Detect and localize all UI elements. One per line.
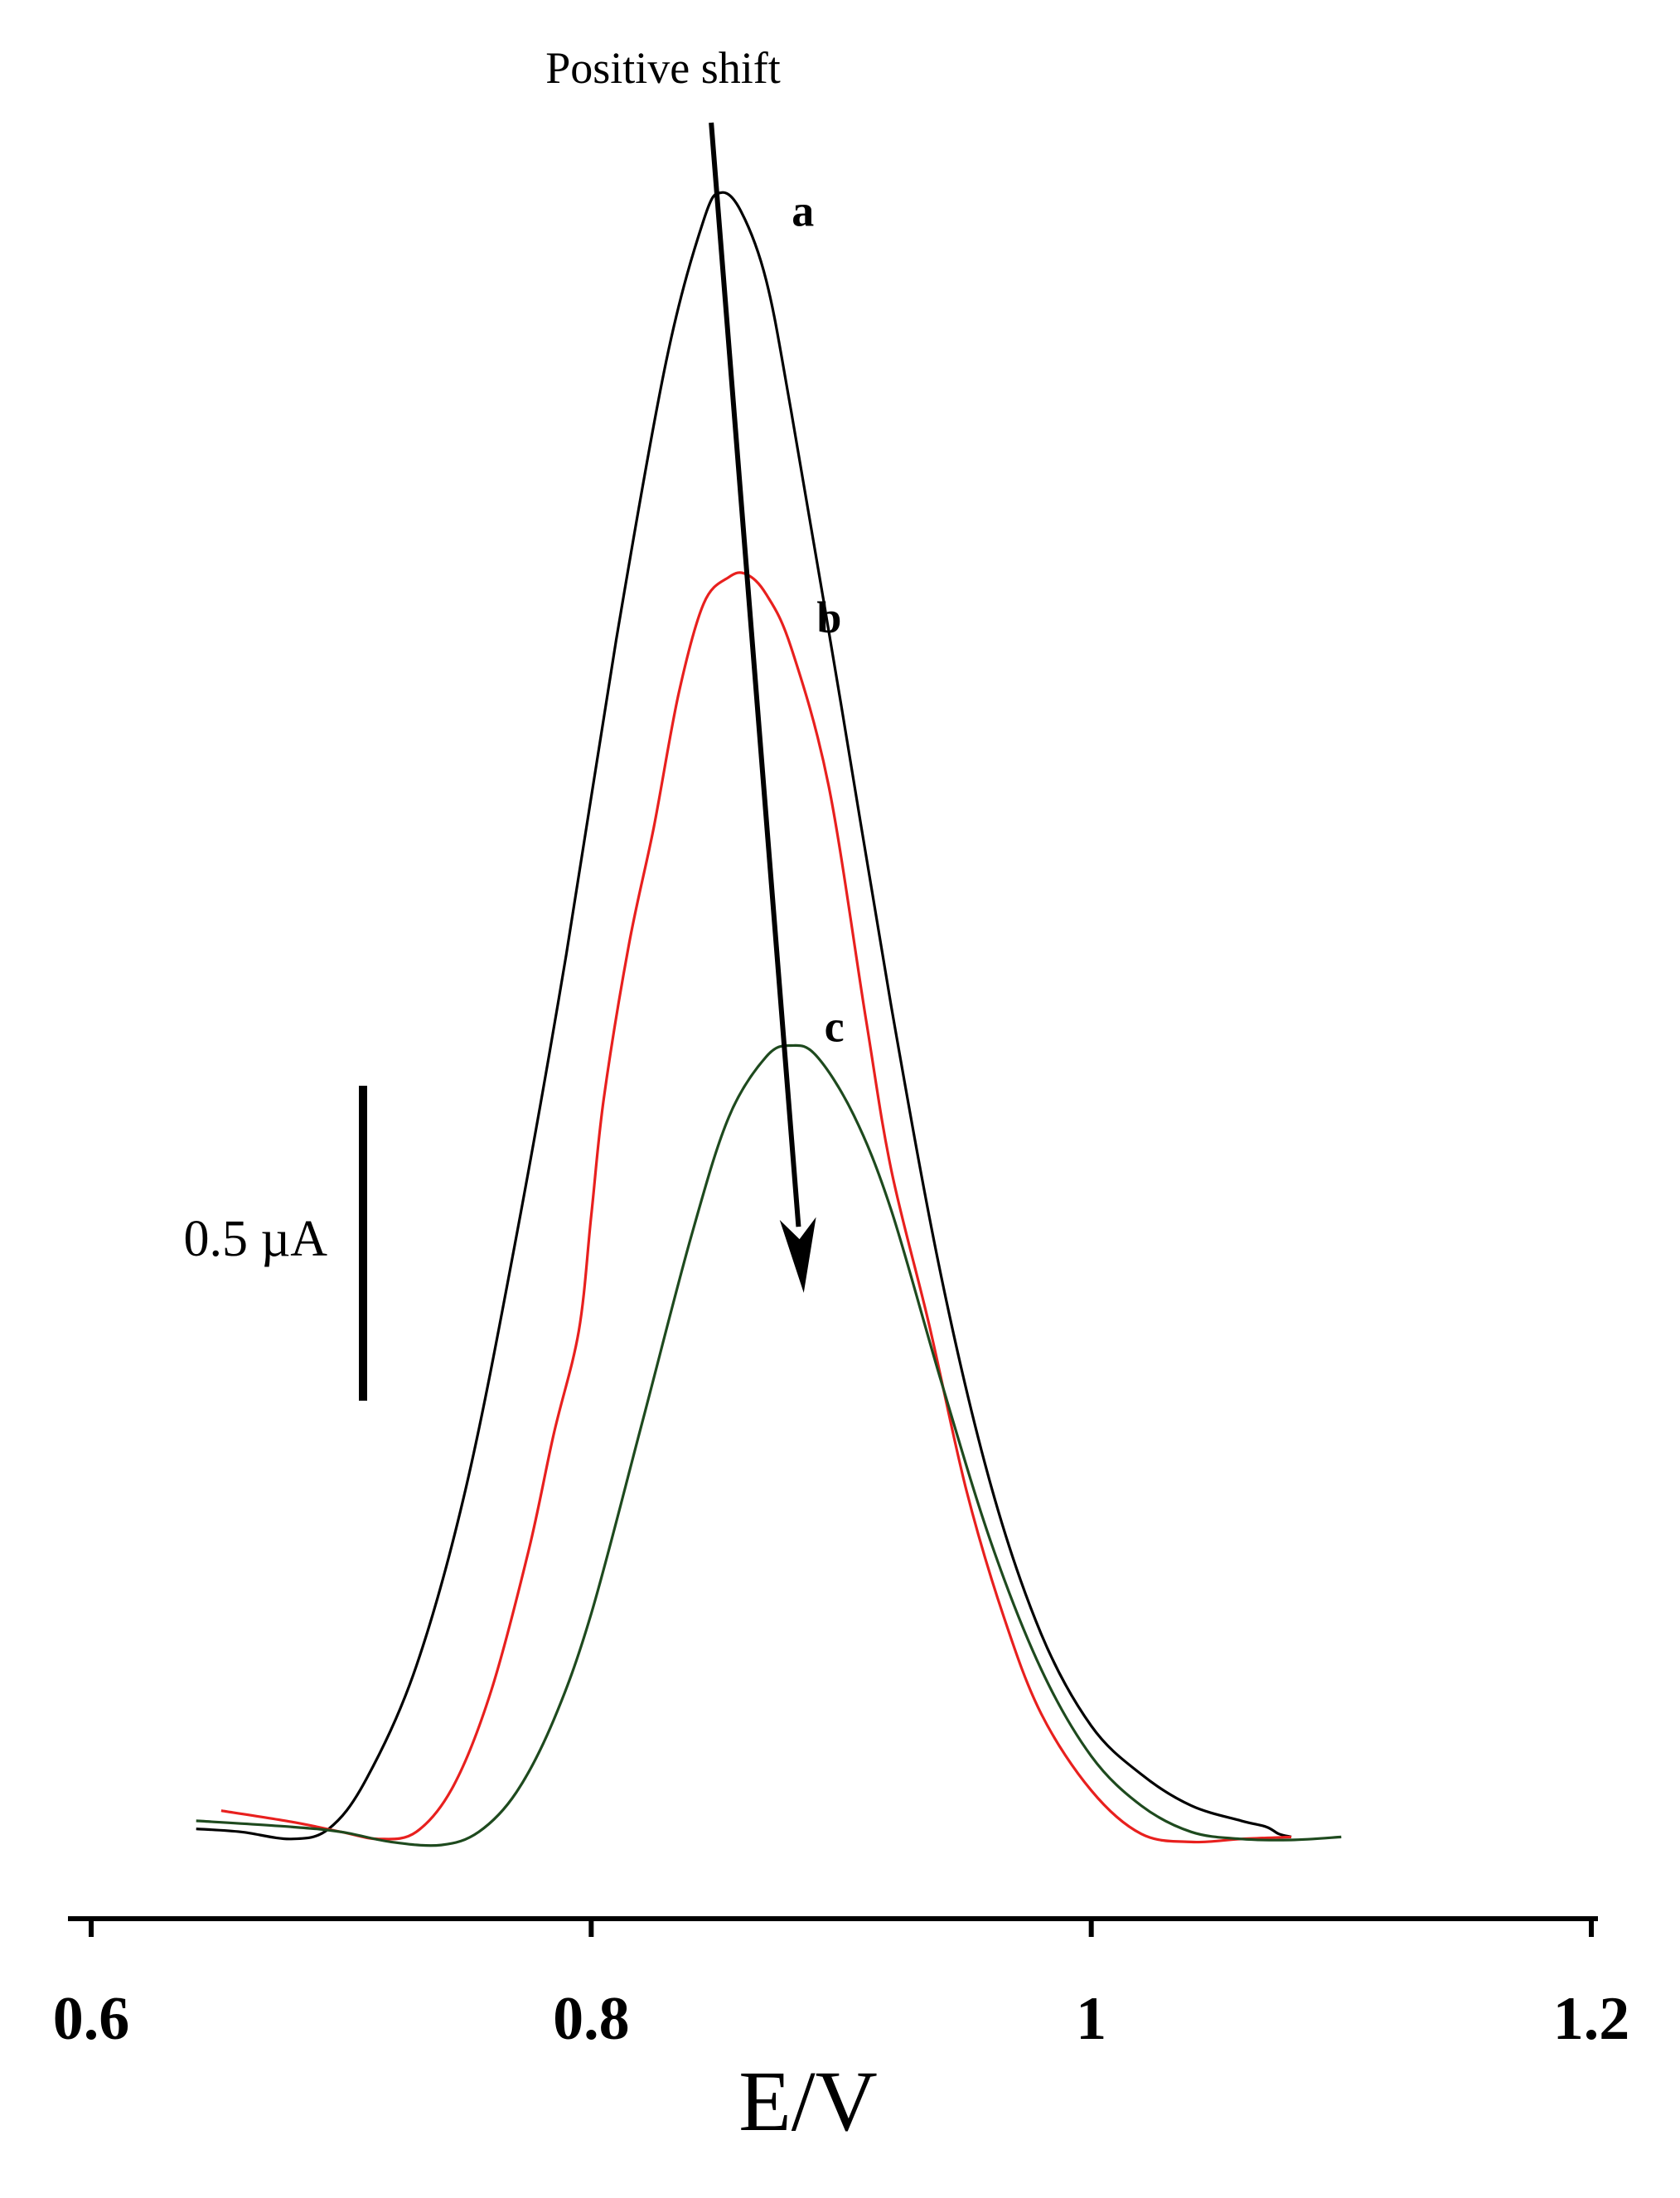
annotation-positive-shift: Positive shift (545, 43, 781, 93)
series-c-line (196, 1043, 1342, 1847)
annotation: Positive shift (545, 43, 816, 1293)
curve-labels: a b c (792, 186, 844, 1051)
scale-bar-label: 0.5 µA (184, 1211, 328, 1267)
series-b-line (220, 571, 1292, 1844)
series-a-label: a (792, 186, 814, 235)
series-b-label: b (816, 593, 841, 642)
x-tick-label: 0.6 (53, 1985, 130, 2053)
series-a-line (196, 191, 1292, 1841)
x-tick-label: 1 (1076, 1985, 1106, 2053)
x-axis-label: E/V (738, 2054, 878, 2149)
series-c-label: c (825, 1002, 845, 1052)
scale-bar: 0.5 µA (184, 1086, 367, 1401)
shift-arrow-head (779, 1217, 816, 1293)
shift-arrow-shaft (709, 122, 801, 1227)
curves-group (196, 191, 1342, 1847)
x-axis: 0.6 0.8 1 1.2 E/V (53, 1916, 1630, 2149)
x-tick-label: 1.2 (1553, 1985, 1630, 2053)
x-ticks: 0.6 0.8 1 1.2 (53, 1919, 1630, 2053)
x-tick-label: 0.8 (553, 1985, 630, 2053)
